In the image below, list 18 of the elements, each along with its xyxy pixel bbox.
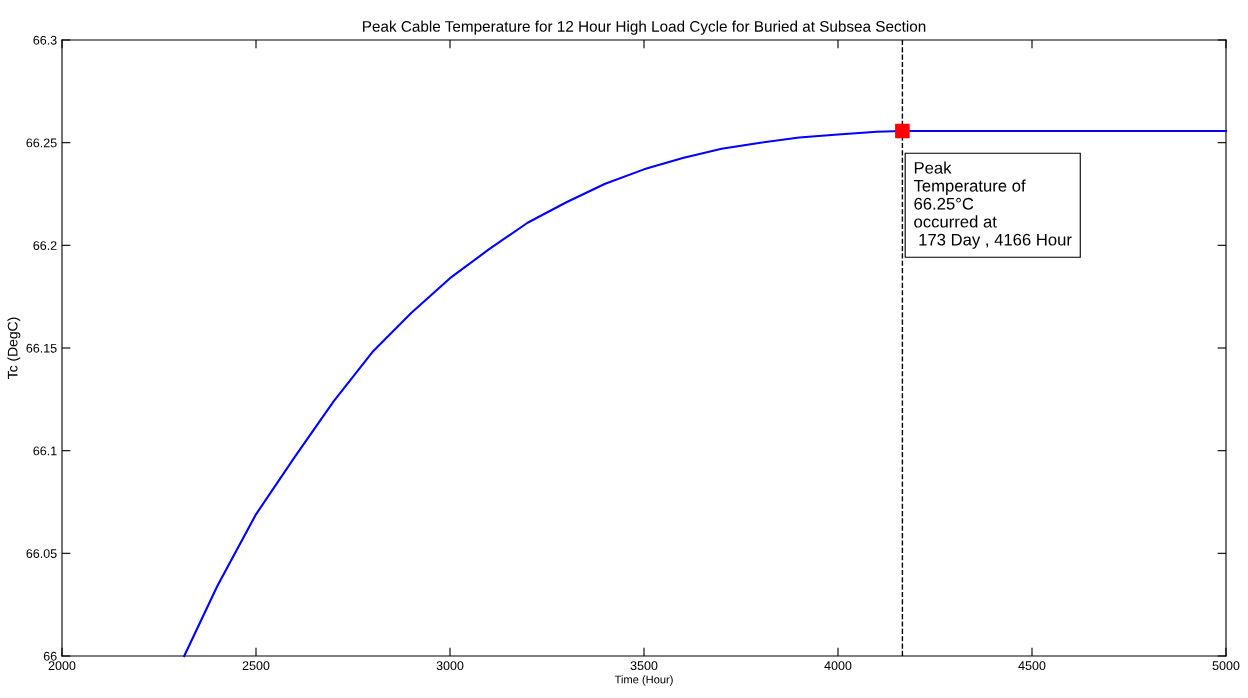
chart-title: Peak Cable Temperature for 12 Hour High Load Cycle for Buried at Subsea Section [363,20,926,35]
y-tick-label: 66 [43,651,57,661]
x-tick-label: 5000 [1212,661,1240,671]
x-tick-label: 3500 [630,661,658,671]
x-tick-label: 2500 [242,661,270,671]
x-axis-title: Time (Hour) [614,675,673,686]
x-tick-label: 4000 [824,661,852,671]
x-tick-label: 3000 [436,661,464,671]
annotation: Peak Temperature of 66.25°C occurred at 173 Day , 4166 Hour [913,161,1072,249]
y-tick-label: 66.3 [33,35,57,45]
y-tick-label: 66.15 [26,343,57,353]
y-axis-title: Tc (DegC) [7,317,21,379]
y-tick-label: 66.1 [33,446,57,456]
x-tick-label: 2000 [48,661,76,671]
y-tick-label: 66.2 [33,241,57,250]
x-tick-label: 4500 [1018,661,1046,671]
y-tick-label: 66.05 [26,549,57,558]
y-tick-label: 66.25 [26,138,57,148]
